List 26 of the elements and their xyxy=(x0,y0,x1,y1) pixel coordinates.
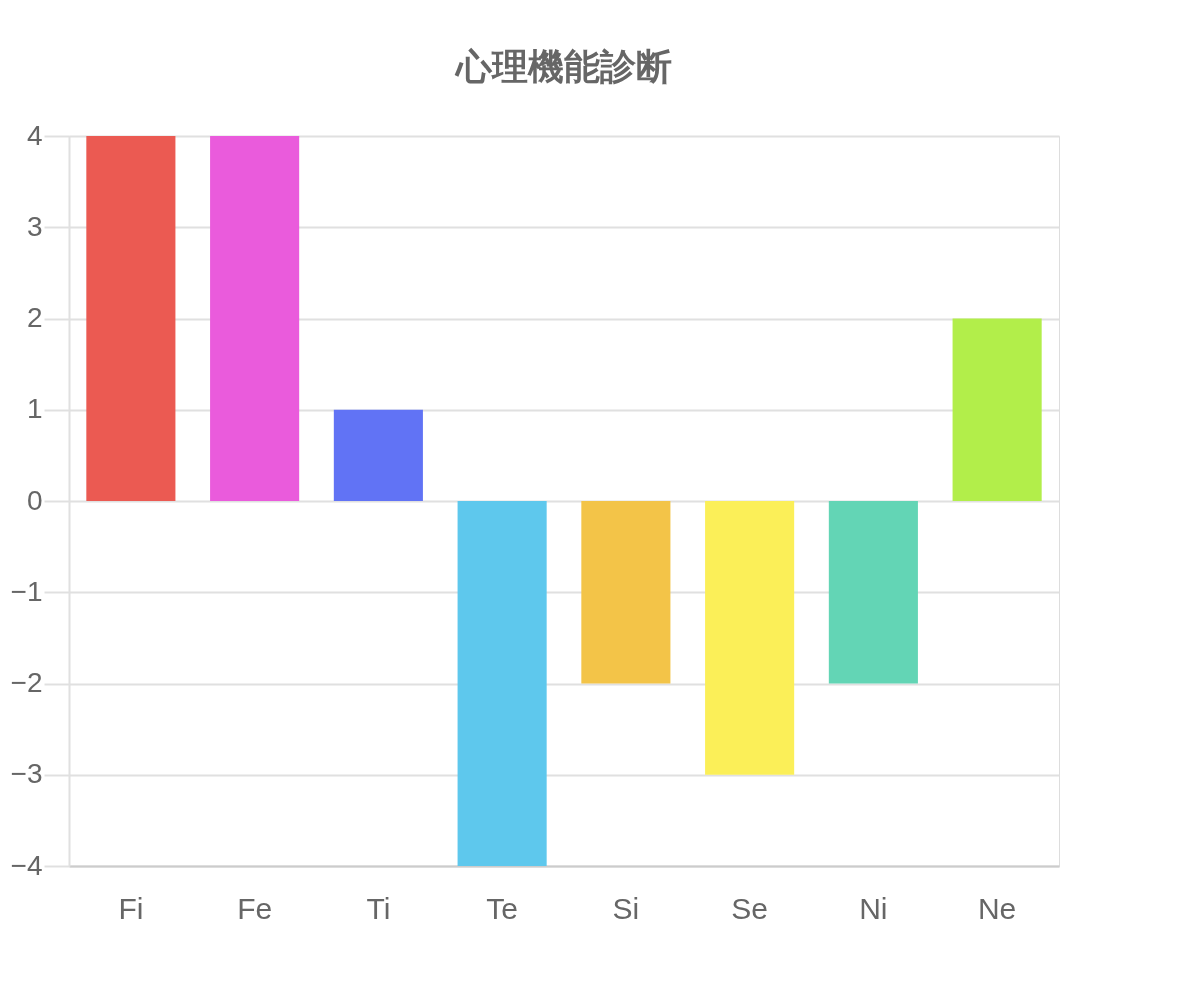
x-tick-label: Fi xyxy=(118,891,144,925)
x-tick-label: Te xyxy=(486,891,518,925)
chart-title: 心理機能診断 xyxy=(454,46,672,87)
x-tick-label: Ti xyxy=(366,891,391,925)
bar xyxy=(457,501,547,866)
x-tick-label: Fe xyxy=(237,891,273,925)
y-tick-label: 4 xyxy=(26,119,43,151)
y-tick-label: 0 xyxy=(26,484,43,516)
y-tick-label: 2 xyxy=(26,302,43,333)
bar xyxy=(86,136,176,501)
bar xyxy=(333,409,423,501)
y-tick-label: 1 xyxy=(26,393,43,425)
y-tick-label: −1 xyxy=(10,575,43,607)
bar xyxy=(581,501,671,684)
bar xyxy=(952,318,1042,501)
x-tick-label: Ni xyxy=(859,891,888,925)
y-tick-label: −2 xyxy=(10,667,43,698)
x-tick-label: Se xyxy=(731,891,768,925)
y-tick-label: −4 xyxy=(10,849,43,881)
x-tick-label: Si xyxy=(612,891,640,925)
y-tick-label: −3 xyxy=(10,758,43,790)
y-tick-label: 3 xyxy=(26,210,43,242)
bar xyxy=(705,501,795,775)
x-tick-label: Ne xyxy=(977,891,1017,925)
bar xyxy=(210,136,300,501)
bar xyxy=(828,501,918,684)
